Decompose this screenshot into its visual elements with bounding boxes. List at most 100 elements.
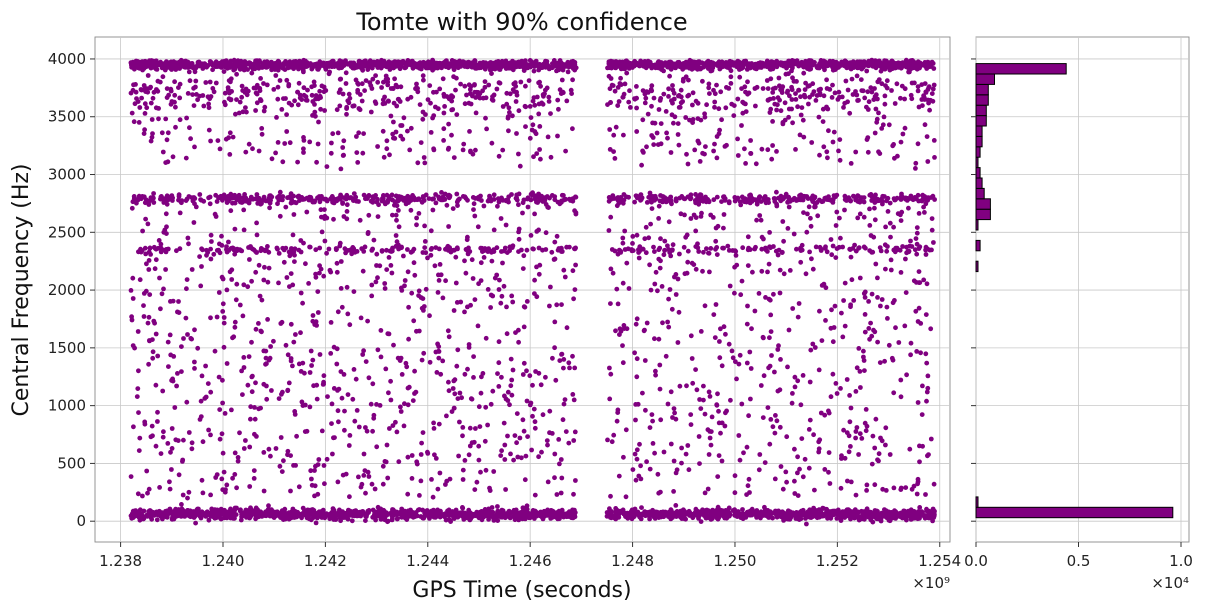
scatter-point [129, 63, 135, 69]
scatter-point [816, 511, 822, 517]
scatter-point [531, 68, 537, 74]
scatter-point [158, 61, 163, 67]
scatter-point [919, 61, 925, 67]
scatter-point [523, 124, 528, 129]
scatter-point [762, 61, 768, 67]
scatter-point [876, 110, 881, 116]
scatter-point [834, 192, 840, 198]
scatter-point [208, 138, 214, 144]
scatter-point [825, 106, 831, 112]
scatter-point [136, 120, 142, 125]
scatter-point [373, 517, 378, 523]
scatter-point [872, 508, 878, 513]
scatter-point [718, 89, 724, 95]
scatter-point [321, 84, 327, 90]
scatter-point [848, 65, 854, 71]
scatter-point [384, 146, 390, 152]
scatter-point [381, 79, 386, 85]
scatter-point [612, 88, 618, 94]
scatter-point [174, 65, 180, 71]
scatter-point [462, 101, 468, 107]
scatter-point [317, 59, 323, 65]
scatter-point [898, 95, 903, 101]
scatter-point [778, 198, 784, 204]
scatter-point [661, 91, 667, 97]
scatter-point [737, 74, 743, 80]
scatter-point [460, 59, 466, 64]
scatter-point [537, 124, 543, 129]
scatter-point [664, 130, 669, 136]
scatter-point [373, 101, 379, 106]
scatter-point [375, 144, 380, 149]
scatter-point [486, 517, 491, 522]
scatter-point [311, 64, 317, 69]
scatter-point [563, 148, 568, 154]
scatter-point [770, 86, 776, 92]
scatter-point [858, 77, 864, 82]
scatter-point [221, 62, 227, 68]
scatter-point [405, 193, 411, 199]
scatter-point [871, 97, 877, 102]
scatter-point [646, 194, 652, 200]
scatter-point [145, 73, 151, 78]
scatter-point [268, 193, 273, 199]
scatter-point [532, 516, 537, 521]
scatter-point [621, 91, 627, 97]
scatter-point [497, 80, 503, 86]
scatter-point [701, 64, 707, 70]
scatter-point [479, 198, 484, 203]
scatter-point [337, 103, 343, 109]
scatter-point [366, 193, 372, 198]
scatter-point [141, 194, 147, 200]
scatter-point [533, 509, 538, 515]
scatter-point [368, 109, 374, 115]
scatter-point [695, 64, 701, 70]
scatter-point [917, 515, 922, 521]
scatter-point [796, 87, 802, 93]
scatter-point [790, 120, 795, 126]
scatter-point [787, 509, 793, 515]
scatter-point [350, 510, 356, 516]
scatter-point [696, 140, 702, 146]
scatter-point [421, 77, 426, 83]
scatter-point [357, 92, 363, 97]
scatter-point [853, 197, 858, 203]
scatter-point [385, 79, 391, 85]
scatter-point [493, 59, 499, 65]
scatter-point [704, 102, 709, 108]
scatter-point [825, 155, 830, 161]
scatter-point [361, 131, 366, 137]
scatter-point [848, 516, 853, 522]
scatter-point [514, 197, 520, 203]
scatter-point [565, 69, 571, 75]
scatter-point [808, 58, 814, 63]
scatter-point [493, 513, 499, 519]
scatter-point [709, 64, 715, 70]
scatter-point [463, 195, 469, 201]
scatter-point [284, 112, 289, 117]
scatter-point [132, 101, 138, 107]
scatter-point [793, 97, 799, 102]
scatter-point [168, 66, 174, 71]
scatter-point [477, 95, 483, 101]
scatter-point [774, 514, 780, 520]
scatter-point [455, 197, 461, 203]
scatter-point [256, 148, 262, 154]
scatter-point [572, 62, 578, 67]
scatter-point [536, 80, 541, 86]
scatter-point [869, 514, 875, 520]
scatter-point [382, 101, 388, 106]
scatter-point [675, 132, 681, 137]
scatter-point [545, 62, 551, 68]
scatter-point [626, 511, 632, 516]
scatter-point [770, 119, 775, 124]
scatter-point [390, 513, 396, 518]
scatter-point [435, 510, 440, 516]
scatter-point [774, 189, 779, 195]
scatter-point [262, 513, 268, 518]
scatter-point [540, 63, 545, 68]
scatter-point [466, 515, 471, 521]
scatter-point [183, 198, 189, 204]
scatter-point [373, 193, 378, 198]
scatter-point [926, 515, 932, 521]
